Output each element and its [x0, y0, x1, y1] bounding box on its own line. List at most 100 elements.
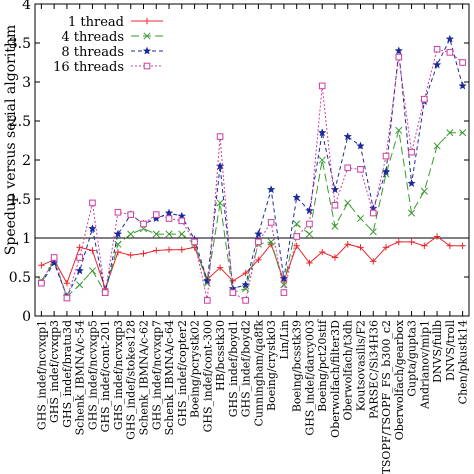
- data-point: [266, 185, 276, 194]
- data-point: [421, 95, 428, 103]
- data-point: [356, 141, 365, 150]
- x-tick-label: GHS_indef/cvxqp3: [48, 320, 61, 423]
- data-point: [445, 34, 455, 43]
- series-layer: [37, 34, 467, 304]
- series-line: [40, 48, 463, 302]
- legend-label: 1 thread: [68, 15, 124, 30]
- data-point: [216, 199, 224, 207]
- data-point: [459, 129, 467, 137]
- y-tick-label: 0.5: [9, 270, 31, 286]
- data-point: [407, 178, 416, 188]
- legend-marker: [143, 32, 151, 40]
- x-tick-label: DNVS/troll: [444, 320, 457, 381]
- series-3: [38, 45, 466, 304]
- data-point: [408, 209, 416, 217]
- y-tick-label: 1: [22, 231, 31, 247]
- data-point: [49, 258, 59, 267]
- data-point: [76, 254, 83, 261]
- data-point: [293, 220, 301, 228]
- data-point: [165, 215, 173, 222]
- data-point: [357, 244, 364, 251]
- data-point: [433, 233, 441, 240]
- series-line: [40, 130, 463, 298]
- data-point: [459, 242, 466, 249]
- data-point: [241, 280, 250, 289]
- data-point: [63, 294, 71, 302]
- data-point: [306, 220, 313, 228]
- data-point: [216, 264, 224, 271]
- y-tick-label: 3.5: [9, 36, 31, 52]
- data-point: [318, 156, 326, 164]
- data-point: [356, 214, 365, 223]
- x-tick-label: GHS_indef/boyd2: [240, 320, 253, 417]
- data-point: [215, 161, 225, 170]
- x-tick-label: Schenk_IBMNA/c-64: [163, 320, 176, 435]
- x-tick-label: Oberwolfach/filter3D: [329, 320, 342, 438]
- x-tick-label: GHS_indef/boyd1: [227, 320, 240, 417]
- legend-label: 4 threads: [61, 30, 124, 45]
- legend-label: 16 threads: [53, 60, 124, 75]
- data-point: [63, 280, 71, 287]
- data-point: [394, 46, 404, 55]
- x-tick-label: GHS_indef/darcy003: [303, 320, 316, 436]
- x-tick-label: Oberwolfach/gearbox: [393, 319, 406, 440]
- data-point: [331, 222, 339, 230]
- data-point: [331, 254, 339, 261]
- data-point: [408, 238, 415, 246]
- x-tick-label: Oberwolfach/t3dh: [342, 320, 355, 421]
- data-point: [178, 217, 186, 225]
- data-point: [242, 269, 249, 277]
- data-point: [395, 238, 402, 246]
- x-tick-label: Boeing/crystk03: [265, 320, 278, 411]
- data-point: [153, 247, 160, 254]
- data-point: [370, 258, 377, 265]
- x-tick-label: GHS_indef/stokes128: [125, 320, 138, 440]
- x-tick-label: GHS_indef/ncvxqp1: [35, 320, 48, 430]
- series-line: [41, 235, 463, 291]
- data-point: [216, 133, 224, 140]
- data-point: [369, 209, 377, 217]
- x-tick-label: GHS_indef/cont-201: [99, 320, 112, 432]
- data-point: [433, 142, 441, 150]
- data-point: [164, 208, 174, 217]
- data-point: [127, 230, 135, 238]
- legend-marker: [143, 17, 151, 25]
- series-line: [40, 37, 464, 298]
- data-point: [114, 248, 122, 256]
- data-point: [446, 242, 454, 249]
- data-point: [152, 211, 160, 218]
- x-tick-label: Koutsovasilis/F2: [355, 320, 368, 411]
- data-point: [319, 248, 326, 256]
- data-point: [331, 201, 339, 209]
- data-point: [267, 219, 275, 226]
- data-point: [382, 152, 390, 160]
- data-point: [38, 279, 45, 287]
- data-point: [88, 224, 97, 233]
- data-point: [50, 254, 58, 261]
- data-point: [267, 238, 275, 246]
- x-tick-label: GHS_indef/ncvxqp7: [150, 320, 163, 430]
- data-point: [204, 297, 211, 304]
- data-point: [191, 238, 198, 246]
- data-point: [165, 246, 173, 253]
- x-tick-label: Gupta/gupta3: [406, 320, 419, 397]
- data-point: [381, 167, 391, 176]
- x-tick-label: Boeing/pct20stif: [316, 319, 329, 412]
- data-point: [446, 49, 454, 56]
- data-point: [127, 251, 134, 259]
- data-point: [344, 241, 351, 248]
- series-0: [38, 233, 466, 292]
- data-point: [343, 132, 353, 141]
- y-axis-label: Speedup versus serial algorithm: [3, 25, 19, 255]
- data-point: [317, 128, 327, 137]
- y-tick-label: 2.5: [9, 114, 31, 130]
- data-point: [421, 242, 428, 249]
- data-point: [203, 276, 212, 285]
- x-tick-label: HB/bcsstk30: [214, 320, 227, 391]
- x-tick-label: GHS_indef/bratu3d: [61, 320, 74, 428]
- data-point: [280, 289, 288, 296]
- data-point: [306, 259, 313, 267]
- data-point: [318, 82, 326, 90]
